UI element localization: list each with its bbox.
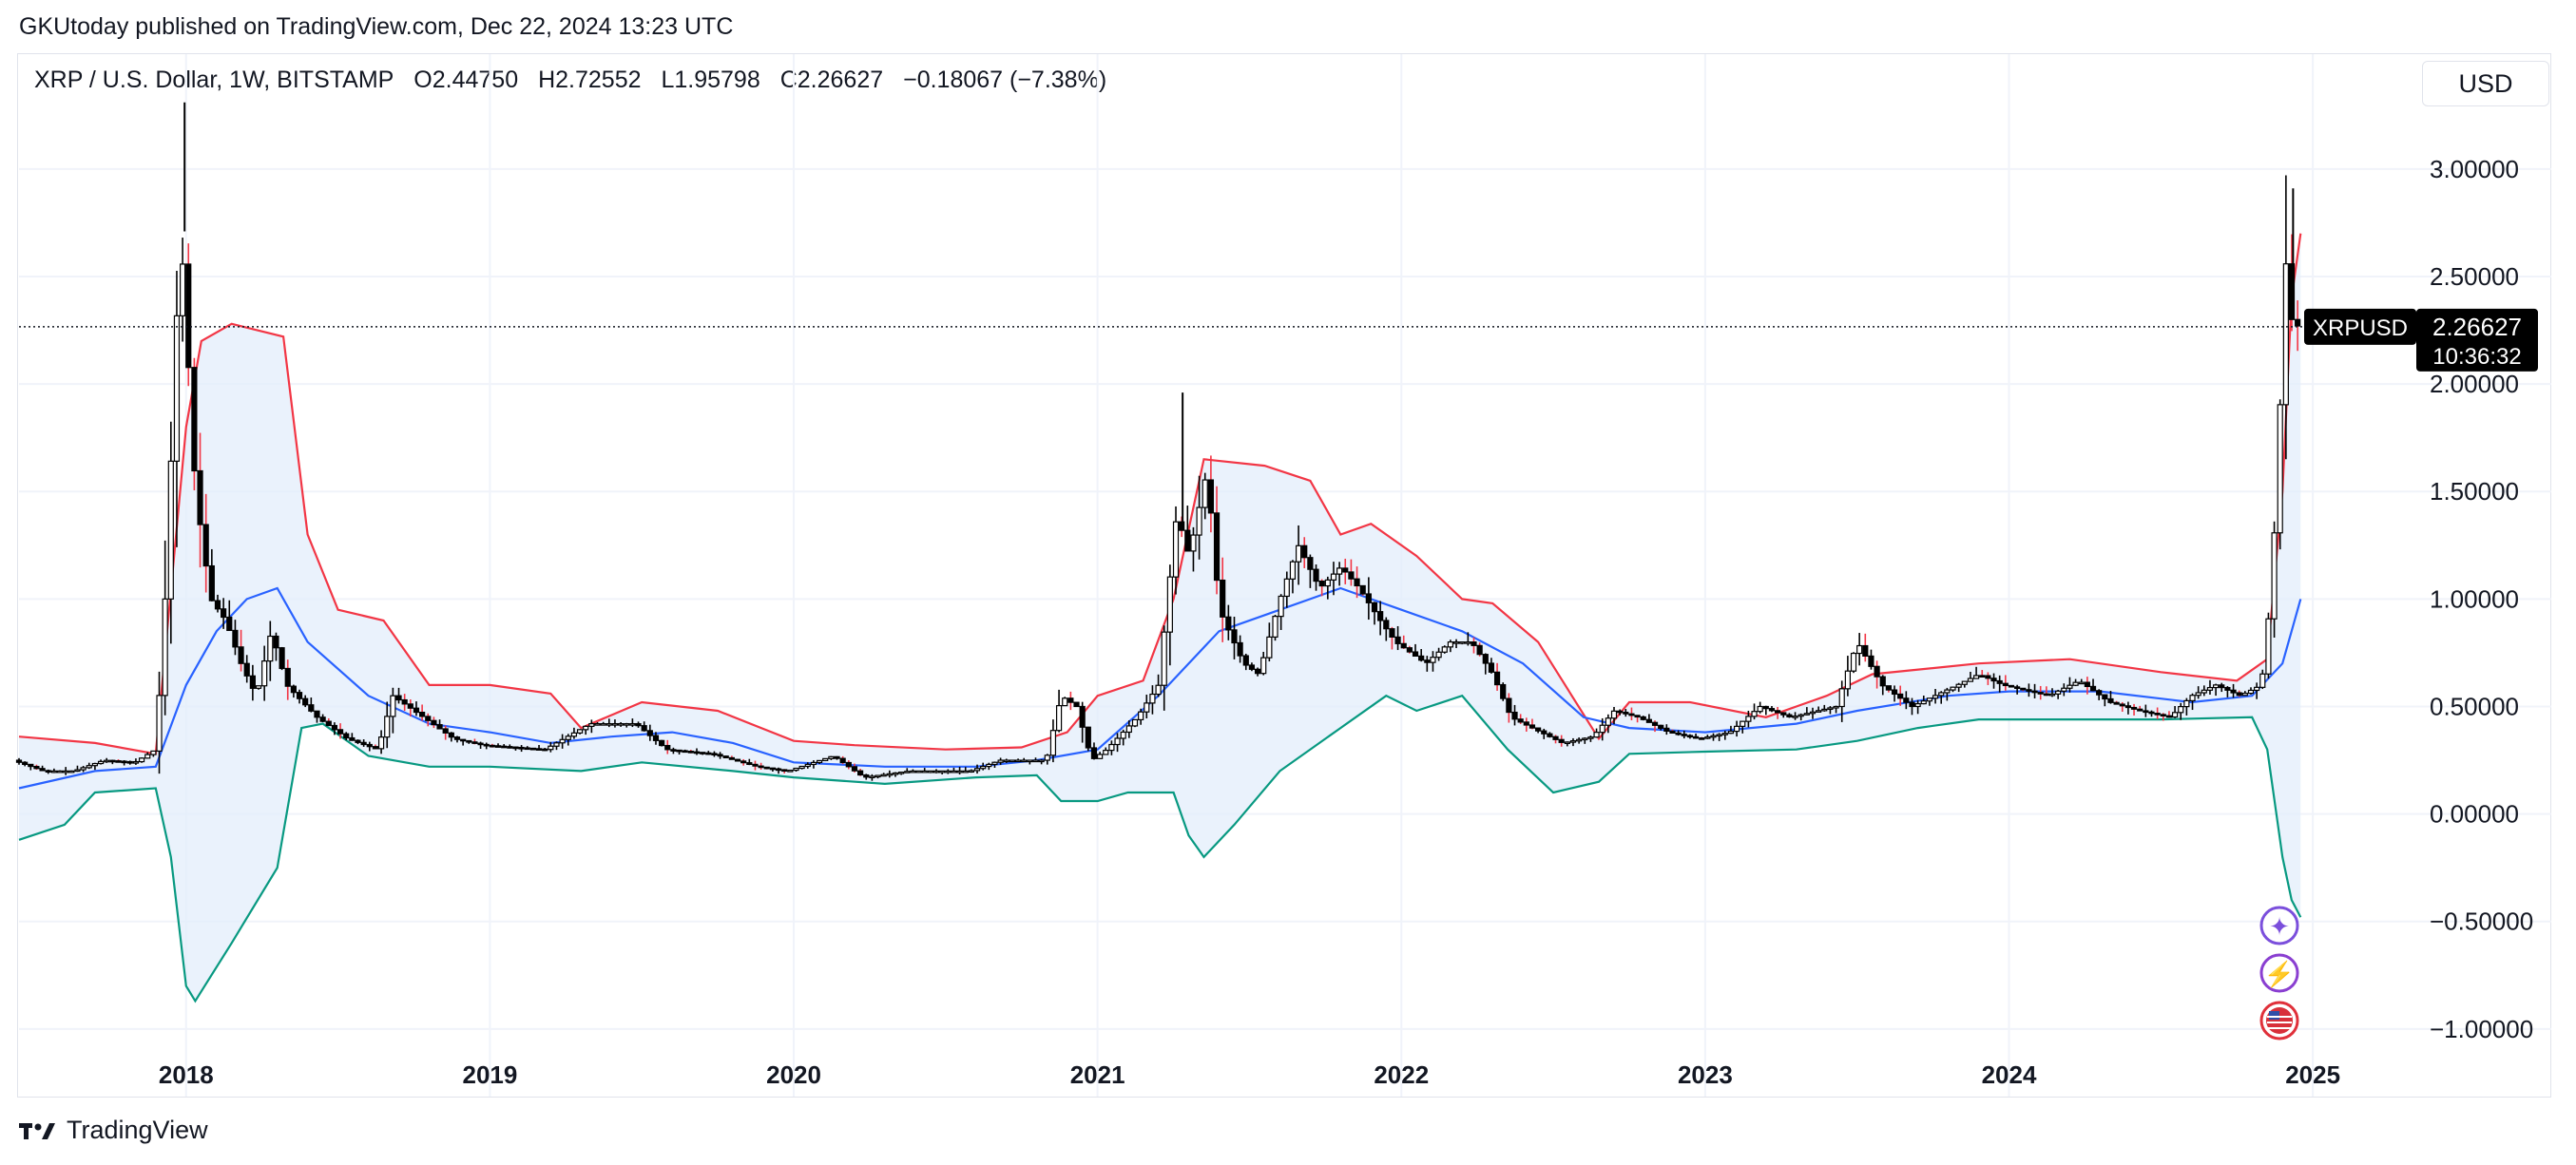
legend-symbol: XRP / U.S. Dollar, 1W, BITSTAMP <box>34 67 394 93</box>
footer: TradingView <box>19 1116 208 1145</box>
legend-low: L1.95798 <box>661 67 760 93</box>
legend-close: C2.26627 <box>779 67 884 93</box>
chart-frame[interactable] <box>17 53 2551 1098</box>
footer-brand: TradingView <box>67 1116 208 1144</box>
legend-open: O2.44750 <box>413 67 519 93</box>
chart-legend: XRP / U.S. Dollar, 1W, BITSTAMP O2.44750… <box>34 67 1120 94</box>
legend-high: H2.72552 <box>538 67 642 93</box>
tradingview-logo-icon <box>19 1122 55 1139</box>
publish-info: GKUtoday published on TradingView.com, D… <box>19 13 734 40</box>
currency-button[interactable]: USD <box>2422 61 2549 106</box>
legend-change: −0.18067 (−7.38%) <box>903 67 1107 93</box>
